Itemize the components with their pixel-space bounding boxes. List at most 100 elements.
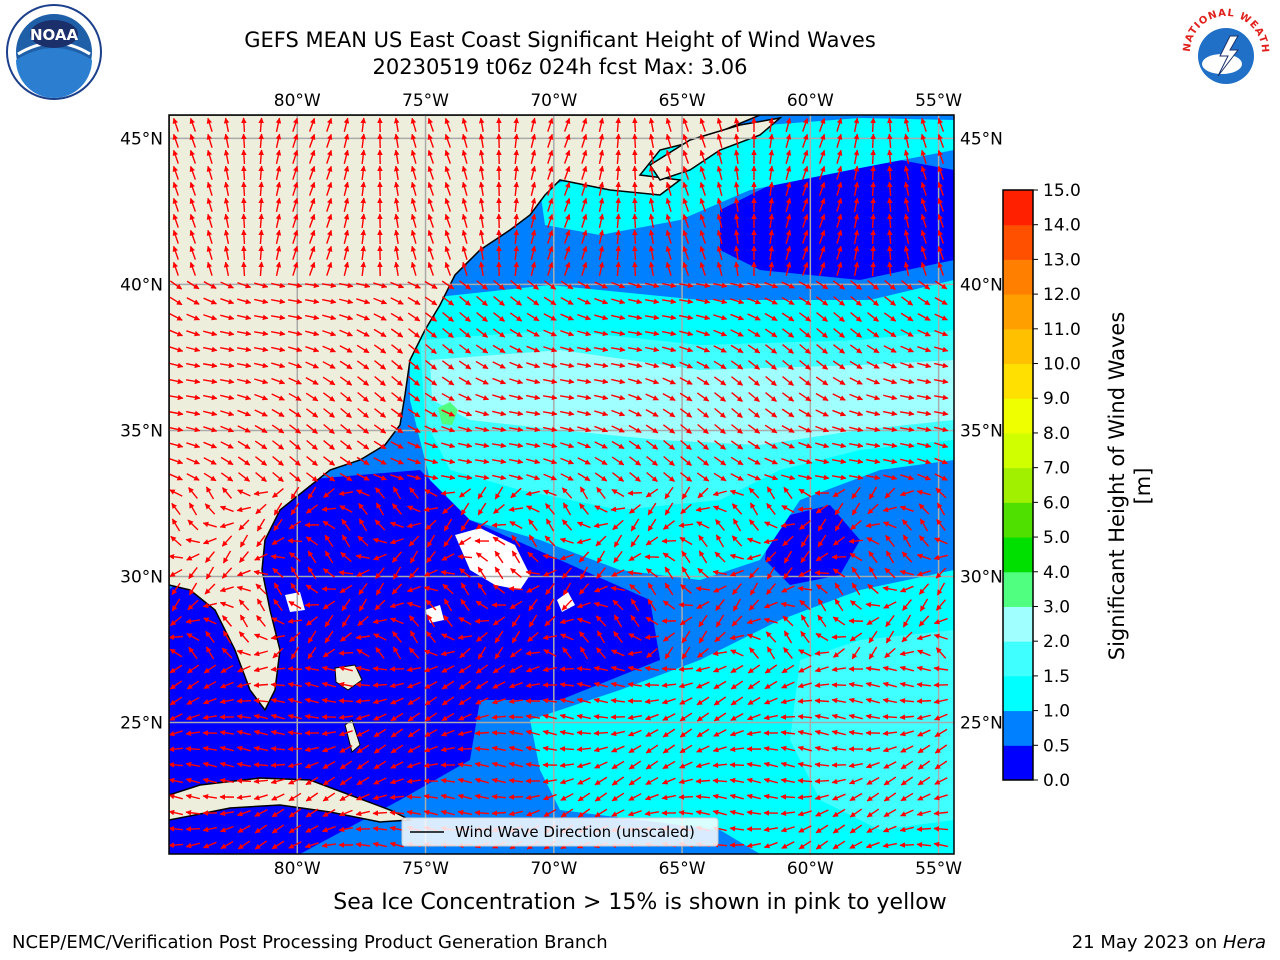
- wind-arrow: [172, 245, 179, 260]
- wind-arrow: [615, 181, 621, 197]
- wind-arrow: [326, 261, 333, 276]
- wind-arrow: [594, 314, 609, 321]
- chart-subtitle: 20230519 t06z 024h fcst Max: 3.06: [372, 55, 748, 79]
- wind-arrow: [661, 666, 677, 672]
- wind-arrow: [390, 281, 405, 289]
- wind-arrow: [547, 245, 554, 260]
- wind-arrow: [308, 261, 316, 276]
- wind-arrow: [903, 261, 910, 276]
- wind-arrow: [887, 229, 893, 245]
- wind-arrow: [258, 229, 264, 245]
- wind-arrow: [304, 602, 320, 608]
- wind-arrow: [632, 261, 638, 277]
- wind-arrow: [560, 330, 575, 337]
- colorbar-segment: [1003, 432, 1033, 469]
- wind-arrow: [768, 245, 775, 261]
- wind-arrow: [903, 197, 910, 212]
- wind-arrow: [308, 197, 316, 212]
- wind-arrow: [305, 330, 320, 337]
- wind-arrow: [203, 297, 217, 305]
- colorbar-tick-label: 10.0: [1043, 355, 1081, 375]
- wind-arrow: [393, 133, 400, 149]
- wind-arrow: [292, 133, 299, 148]
- wind-arrow: [513, 133, 520, 149]
- colorbar-segment: [1003, 675, 1033, 712]
- wind-arrow: [802, 197, 809, 212]
- wind-arrow: [547, 229, 554, 244]
- wind-arrow: [343, 133, 350, 148]
- wind-arrow: [275, 229, 282, 244]
- wind-arrow: [628, 298, 643, 305]
- wind-arrow: [444, 245, 452, 260]
- wind-arrow: [648, 149, 655, 165]
- wind-arrow: [360, 149, 367, 165]
- wind-arrow: [478, 197, 485, 213]
- lat-tick-label-right: 35°N: [960, 421, 1003, 441]
- wind-arrow: [598, 165, 605, 180]
- wind-arrow: [513, 165, 520, 181]
- wind-arrow: [816, 327, 828, 339]
- wind-arrow: [870, 213, 876, 229]
- wind-arrow: [594, 330, 609, 337]
- colorbar-tick-label: 1.0: [1043, 702, 1070, 722]
- colorbar-tick-label: 3.0: [1043, 597, 1070, 617]
- wind-arrow: [900, 329, 914, 337]
- wind-arrow: [172, 117, 179, 132]
- wind-arrow: [920, 261, 927, 276]
- wind-arrow: [271, 282, 286, 289]
- wind-arrow: [920, 117, 927, 132]
- wind-arrow: [491, 810, 507, 816]
- wind-arrow: [917, 313, 931, 321]
- wind-arrow: [682, 229, 690, 244]
- wind-arrow: [410, 245, 417, 260]
- wind-arrow: [733, 213, 740, 229]
- wind-arrow: [530, 181, 537, 196]
- wind-arrow: [547, 181, 554, 196]
- wind-arrow: [802, 213, 809, 228]
- wind-arrow: [258, 117, 264, 133]
- wind-arrow: [903, 149, 910, 164]
- wind-arrow: [189, 149, 197, 164]
- wind-arrow: [815, 296, 829, 306]
- wind-arrow: [644, 298, 660, 305]
- wind-arrow: [547, 261, 554, 276]
- wind-arrow: [393, 165, 400, 181]
- wind-arrow: [627, 314, 643, 321]
- wind-arrow: [427, 229, 434, 244]
- colorbar-segment: [1003, 363, 1033, 399]
- wind-arrow: [172, 213, 179, 228]
- wind-arrow: [695, 282, 711, 289]
- colorbar-label-line1: Significant Height of Wind Waves: [1105, 312, 1129, 661]
- wind-arrow: [611, 314, 626, 321]
- wind-arrow: [870, 229, 876, 245]
- wind-arrow: [733, 133, 740, 149]
- wind-arrow: [530, 149, 537, 164]
- wind-arrow: [581, 149, 588, 164]
- wind-arrow: [509, 328, 523, 338]
- wind-arrow: [733, 229, 740, 245]
- wind-arrow: [730, 329, 744, 337]
- wind-arrow: [254, 298, 269, 305]
- wind-arrow: [818, 133, 826, 148]
- wind-arrow: [220, 314, 235, 321]
- wind-arrow: [390, 328, 404, 338]
- wind-arrow: [444, 213, 452, 228]
- wind-arrow: [818, 245, 826, 260]
- wind-arrow: [305, 314, 320, 321]
- wind-arrow: [764, 328, 778, 338]
- wind-arrow: [189, 261, 197, 276]
- wind-arrow: [665, 117, 672, 132]
- wind-arrow: [360, 245, 367, 261]
- wind-arrow: [853, 133, 860, 149]
- wind-arrow: [326, 165, 333, 180]
- wind-arrow: [410, 213, 417, 228]
- wind-arrow: [785, 117, 792, 132]
- wind-arrow: [186, 280, 200, 290]
- wind-arrow: [665, 213, 672, 228]
- wind-arrow: [425, 312, 438, 322]
- wind-arrow: [292, 165, 299, 180]
- wind-arrow: [563, 165, 571, 180]
- wind-arrow: [632, 213, 638, 229]
- wind-arrow: [802, 245, 809, 260]
